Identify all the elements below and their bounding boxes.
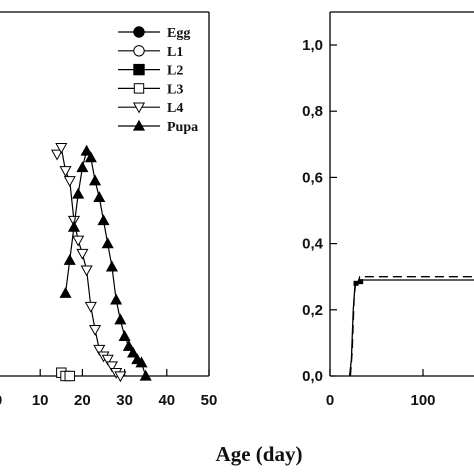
data-point-l4 (89, 325, 102, 336)
legend-marker-l1 (133, 45, 145, 57)
data-point-l4 (80, 265, 93, 277)
data-point-pupa (67, 220, 81, 232)
data-point-pupa (80, 144, 93, 156)
legend-label-egg: Egg (167, 26, 190, 41)
right-series-line-solid (348, 279, 474, 377)
data-point-pupa (101, 237, 114, 249)
right-panel: 0,0 0,2 0,4 0,6 0,8 1,0 0 100 (302, 11, 474, 409)
legend-label-l1: L1 (167, 45, 183, 60)
data-point-pupa (72, 187, 85, 199)
left-x-tick-label: 30 (116, 392, 133, 409)
right-y-tick-label: 0,4 (302, 236, 324, 253)
series-line-pupa (64, 149, 147, 377)
data-point-pupa (63, 253, 76, 265)
legend-marker-l2 (133, 63, 145, 76)
legend-marker-l4 (132, 102, 146, 114)
data-point-pupa (84, 151, 97, 163)
data-point-l4 (59, 166, 72, 178)
left-legend: Egg L1 L2 L3 L4 Pupa (118, 26, 198, 135)
data-point-l4 (72, 235, 85, 247)
data-point-pupa (105, 260, 118, 272)
legend-label-l2: L2 (167, 64, 183, 79)
right-x-tick-label: 100 (410, 392, 435, 409)
data-point-pupa (97, 214, 110, 226)
legend-label-pupa: Pupa (167, 120, 198, 135)
legend-marker-egg (133, 26, 145, 38)
data-point-l4 (101, 354, 114, 366)
data-point-pupa (110, 293, 123, 305)
right-series-layer (348, 276, 474, 377)
right-y-tick-label: 1,0 (302, 37, 323, 54)
right-y-ticks: 0,0 0,2 0,4 0,6 0,8 1,0 (302, 37, 337, 385)
data-point-pupa (135, 356, 148, 368)
data-point-l4 (105, 361, 118, 373)
legend-label-l4: L4 (167, 101, 183, 116)
right-x-tick-label: 0 (326, 392, 334, 409)
data-point-l4 (51, 149, 64, 161)
data-point-pupa (89, 174, 102, 186)
data-point-pupa (122, 339, 135, 351)
right-data-point (358, 279, 364, 285)
left-x-tick-label: 40 (158, 392, 175, 409)
right-series-line-dashed (349, 276, 474, 377)
right-y-tick-label: 0,6 (302, 169, 323, 186)
data-point-pupa (76, 161, 89, 173)
right-x-ticks: 0 100 (326, 369, 436, 409)
data-point-pupa (126, 346, 140, 358)
left-x-tick-label: 10 (32, 392, 49, 409)
left-x-tick-label: 0 (0, 392, 2, 409)
left-series-layer (51, 143, 152, 383)
x-axis-title: Age (day) (216, 442, 303, 466)
left-x-ticks: 0 10 20 30 40 50 (0, 369, 217, 409)
data-point-l4 (114, 371, 127, 383)
left-x-tick-label: 50 (201, 392, 218, 409)
data-point-pupa (59, 287, 72, 298)
right-y-tick-label: 0,0 (302, 368, 323, 385)
data-point-pupa (139, 369, 152, 381)
legend-marker-l3 (133, 83, 145, 94)
data-point-pupa (118, 330, 131, 341)
data-point-l4 (55, 143, 68, 154)
data-point-l3 (64, 370, 75, 382)
legend-marker-pupa (132, 119, 146, 131)
left-x-tick-label: 20 (74, 392, 91, 409)
data-point-pupa (93, 191, 106, 202)
data-point-l4 (63, 176, 76, 187)
data-point-l4 (84, 301, 97, 313)
right-y-tick-label: 0,2 (302, 302, 323, 319)
legend-label-l3: L3 (167, 82, 183, 97)
data-point-l4 (76, 248, 89, 260)
data-point-pupa (114, 313, 127, 325)
right-y-tick-label: 0,8 (302, 103, 323, 120)
data-point-l4 (93, 344, 106, 356)
left-panel: 0 10 20 30 40 50 Egg L1 L2 L3 L4 Pupa (0, 11, 217, 409)
